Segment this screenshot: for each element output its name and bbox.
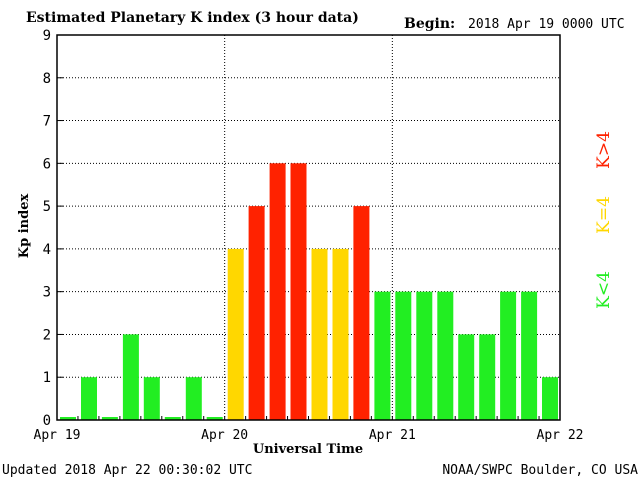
x-tick-label: Apr 21 xyxy=(369,428,416,443)
chart-title: Estimated Planetary K index (3 hour data… xyxy=(26,10,359,26)
kp-bar xyxy=(290,163,307,421)
y-tick-labels: 0 1 2 3 4 5 6 7 8 9 xyxy=(43,28,51,429)
source-credit: NOAA/SWPC Boulder, CO USA xyxy=(442,463,638,478)
bars xyxy=(60,163,558,421)
kp-bar xyxy=(500,291,517,420)
kp-bar xyxy=(458,334,475,420)
kp-bar xyxy=(60,417,76,420)
legend-high: K>4 xyxy=(594,131,614,169)
kp-bar xyxy=(311,248,328,420)
kp-bar xyxy=(353,206,370,420)
kp-bar xyxy=(542,377,558,420)
kp-bar xyxy=(122,334,139,420)
y-tick-label: 0 xyxy=(43,413,51,429)
begin-value: 2018 Apr 19 0000 UTC xyxy=(468,17,625,32)
x-tick-label: Apr 22 xyxy=(537,428,584,443)
kp-bar xyxy=(185,377,202,420)
y-tick-label: 4 xyxy=(43,242,51,258)
kp-bar xyxy=(395,291,412,420)
kp-bar xyxy=(521,291,538,420)
kp-bar xyxy=(374,291,391,420)
y-axis-label: Kp index xyxy=(17,194,32,259)
kp-bar xyxy=(416,291,433,420)
kp-bar xyxy=(248,206,265,420)
legend-equal: K=4 xyxy=(594,196,614,234)
x-tick-label: Apr 19 xyxy=(34,428,81,443)
legend-low: K<4 xyxy=(594,271,614,309)
kp-bar xyxy=(269,163,286,421)
y-tick-label: 7 xyxy=(43,114,51,130)
y-tick-label: 6 xyxy=(43,156,51,172)
plot-frame xyxy=(56,34,561,421)
kp-bar xyxy=(227,248,244,420)
y-tick-label: 1 xyxy=(43,370,51,386)
x-axis-label: Universal Time xyxy=(253,442,363,457)
kp-bar xyxy=(101,417,118,420)
kp-bar xyxy=(164,417,181,420)
y-tick-label: 8 xyxy=(43,71,51,87)
kp-bar xyxy=(479,334,496,420)
kp-bar xyxy=(332,248,349,420)
updated-timestamp: Updated 2018 Apr 22 00:30:02 UTC xyxy=(2,463,252,478)
kp-bar xyxy=(81,377,97,420)
y-tick-label: 3 xyxy=(43,285,51,301)
kp-bar xyxy=(206,417,223,420)
x-tick-label: Apr 20 xyxy=(201,428,248,443)
y-tick-label: 2 xyxy=(43,327,51,343)
kp-bar xyxy=(143,377,160,420)
begin-label: Begin: xyxy=(404,16,455,32)
y-tick-label: 5 xyxy=(43,199,51,215)
kp-bar xyxy=(437,291,454,420)
x-tick-labels: Apr 19 Apr 20 Apr 21 Apr 22 xyxy=(34,428,584,443)
y-tick-label: 9 xyxy=(43,28,51,44)
